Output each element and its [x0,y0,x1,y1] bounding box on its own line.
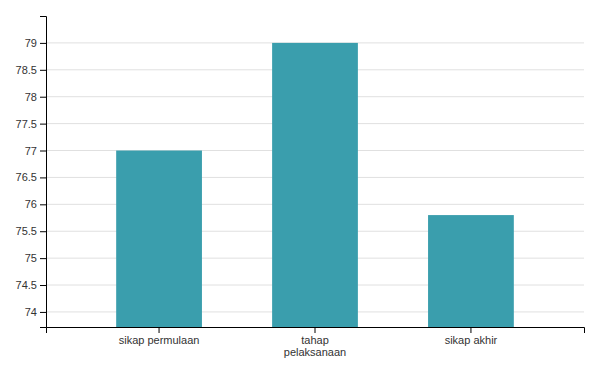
bar [116,151,202,327]
x-tick: sikap akhir [445,327,498,346]
x-tick-label: sikap permulaan [119,334,200,346]
x-tick-label: sikap akhir [445,334,498,346]
y-tick-label: 76 [25,198,37,210]
x-tick-label-line: sikap permulaan [119,334,200,346]
y-tick-label: 74 [25,306,37,318]
y-tick-label: 76.5 [16,171,37,183]
y-tick-mark [40,285,46,286]
y-tick-mark [40,97,46,98]
y-tick-mark [40,177,46,178]
y-tick-label: 78.5 [16,64,37,76]
y-tick: 74 [25,306,46,318]
y-tick: 75 [25,252,46,264]
y-axis: 74 74.5 75 75.5 76 76.5 77 77.5 78 78.5 79 [16,17,47,328]
x-tick-label-line: tahap [301,334,329,346]
x-tick: tahappelaksanaan [284,327,346,358]
y-tick: 78.5 [16,64,46,76]
bars [116,43,514,327]
x-tick: sikap permulaan [119,327,200,346]
x-tick-mark [470,327,471,333]
x-axis-line [47,328,585,334]
x-tick-label-line: pelaksanaan [284,346,346,358]
x-tick-label: tahappelaksanaan [284,334,346,359]
y-tick-label: 75.5 [16,225,37,237]
y-tick-label: 77 [25,145,37,157]
x-tick-label-line: sikap akhir [445,334,498,346]
y-tick-label: 79 [25,37,37,49]
bar [428,215,514,327]
y-tick: 74.5 [16,279,46,291]
plot: 74 74.5 75 75.5 76 76.5 77 77.5 78 78.5 79 sikap pe… [16,17,585,359]
x-axis: sikap permulaan tahappelaksanaan sikap akh… [47,327,585,358]
y-tick-label: 75 [25,252,37,264]
y-tick: 77 [25,145,46,157]
x-tick-mark [159,327,160,333]
y-tick: 79 [25,37,46,49]
y-tick-label: 74.5 [16,279,37,291]
chart: 74 74.5 75 75.5 76 76.5 77 77.5 78 78.5 79 sikap pe… [0,0,600,377]
y-axis-line [40,17,47,328]
bar [272,43,358,327]
y-tick: 75.5 [16,225,46,237]
y-tick-mark [40,70,46,71]
y-tick: 76 [25,198,46,210]
y-tick: 76.5 [16,171,46,183]
y-tick: 77.5 [16,118,46,130]
y-tick-label: 78 [25,91,37,103]
y-tick-mark [40,312,46,313]
y-tick-mark [40,231,46,232]
y-tick: 78 [25,91,46,103]
y-tick-mark [40,124,46,125]
y-tick-mark [40,204,46,205]
y-tick-label: 77.5 [16,118,37,130]
x-tick-mark [315,327,316,333]
y-tick-mark [40,43,46,44]
y-tick-mark [40,151,46,152]
y-tick-mark [40,258,46,259]
